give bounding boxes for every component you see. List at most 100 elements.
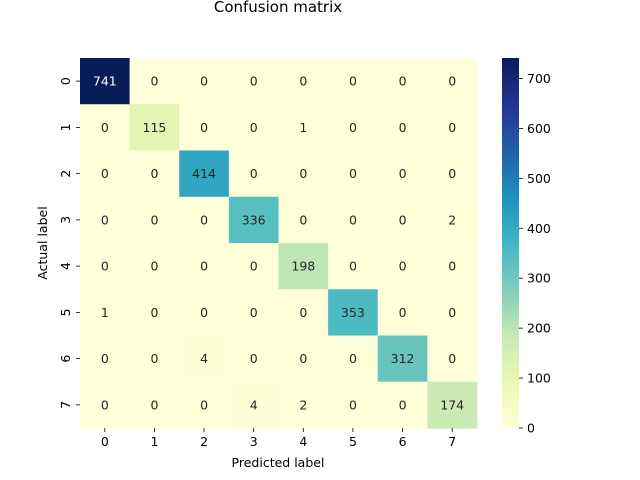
colorbar-tick-label: 100 — [527, 371, 551, 386]
cell-value-label: 0 — [200, 212, 208, 227]
heatmap-cell — [228, 289, 279, 336]
cell-value-label: 0 — [150, 166, 158, 181]
heatmap-cell — [278, 381, 329, 429]
cell-value-label: 0 — [399, 397, 407, 412]
cell-value-label: 0 — [349, 259, 357, 274]
heatmap-cell — [427, 104, 478, 151]
y-tick-label: 6 — [58, 355, 73, 363]
y-axis-label: Actual label — [35, 206, 50, 279]
cell-value-label: 0 — [349, 397, 357, 412]
heatmap-cell — [179, 289, 230, 336]
heatmap-cell — [377, 150, 428, 198]
cell-value-label: 0 — [250, 74, 258, 89]
y-axis: 0 1 2 3 4 5 6 7 — [58, 77, 80, 409]
heatmap-cell — [278, 104, 329, 151]
heatmap-cell — [427, 150, 478, 198]
heatmap-cell — [129, 196, 180, 244]
heatmap-cell — [80, 243, 131, 290]
cell-value-label: 2 — [299, 397, 307, 412]
chart-title: Confusion matrix — [214, 0, 342, 16]
heatmap-cell — [129, 150, 180, 198]
heatmap-cell — [328, 150, 379, 198]
colorbar-tick-label: 400 — [527, 221, 551, 236]
heatmap-cell — [129, 381, 180, 429]
cell-value-label: 353 — [341, 305, 365, 320]
colorbar-tick-label: 500 — [527, 171, 551, 186]
cell-value-label: 414 — [192, 166, 216, 181]
cell-value-label: 0 — [299, 74, 307, 89]
x-tick-label: 7 — [448, 434, 456, 449]
cell-value-label: 0 — [250, 351, 258, 366]
x-tick-label: 4 — [299, 434, 307, 449]
heatmap-cell — [278, 289, 329, 336]
cell-value-label: 198 — [291, 259, 315, 274]
heatmap-cell — [228, 243, 279, 290]
heatmap-cell — [328, 289, 379, 336]
cell-value-label: 0 — [448, 166, 456, 181]
cell-value-label: 0 — [448, 259, 456, 274]
heatmap-cell — [377, 381, 428, 429]
heatmap-cell — [328, 104, 379, 151]
heatmap-cell — [228, 150, 279, 198]
heatmap-cell — [328, 196, 379, 244]
cell-value-label: 0 — [448, 74, 456, 89]
heatmap-cell — [80, 289, 131, 336]
heatmap-cell — [427, 289, 478, 336]
cell-value-label: 0 — [150, 74, 158, 89]
cell-value-label: 0 — [399, 259, 407, 274]
cell-value-label: 0 — [399, 305, 407, 320]
heatmap-cell — [377, 196, 428, 244]
x-tick-label: 2 — [200, 434, 208, 449]
heatmap-cell — [129, 104, 180, 151]
heatmap-cell — [427, 243, 478, 290]
x-tick-label: 0 — [101, 434, 109, 449]
cell-value-label: 0 — [200, 259, 208, 274]
heatmap-cell — [228, 196, 279, 244]
x-axis: 0 1 2 3 4 5 6 7 — [101, 428, 456, 449]
cell-value-label: 0 — [250, 305, 258, 320]
cell-value-label: 174 — [440, 397, 464, 412]
heatmap-cell — [179, 335, 230, 383]
cell-value-label: 0 — [150, 305, 158, 320]
cell-value-label: 115 — [143, 120, 167, 135]
y-tick-label: 7 — [58, 401, 73, 409]
heatmap-cell — [278, 335, 329, 383]
heatmap-cell — [427, 196, 478, 244]
heatmap-cell — [228, 335, 279, 383]
cell-value-label: 0 — [399, 74, 407, 89]
heatmap-cell — [179, 196, 230, 244]
colorbar-tick-label: 0 — [527, 421, 535, 436]
cell-value-label: 0 — [448, 305, 456, 320]
heatmap-cell — [328, 335, 379, 383]
cell-value-label: 0 — [101, 120, 109, 135]
heatmap-cell — [328, 381, 379, 429]
heatmap-cell — [129, 289, 180, 336]
cell-value-label: 0 — [150, 259, 158, 274]
heatmap-cell — [179, 104, 230, 151]
heatmap-cell — [278, 243, 329, 290]
cell-value-label: 0 — [200, 74, 208, 89]
cell-value-label: 0 — [299, 212, 307, 227]
heatmap-cell — [80, 150, 131, 198]
colorbar-tick-label: 600 — [527, 121, 551, 136]
cell-value-label: 0 — [150, 212, 158, 227]
cell-value-label: 0 — [250, 120, 258, 135]
cell-value-label: 0 — [299, 166, 307, 181]
cell-value-label: 0 — [349, 166, 357, 181]
heatmap-cell — [427, 58, 478, 105]
heatmap-cell — [129, 335, 180, 383]
heatmap-cell — [377, 58, 428, 105]
y-tick-label: 5 — [58, 308, 73, 316]
x-tick-label: 3 — [250, 434, 258, 449]
heatmap-cell — [179, 58, 230, 105]
cell-value-label: 741 — [93, 74, 117, 89]
cell-value-label: 312 — [391, 351, 415, 366]
cell-value-label: 4 — [250, 397, 258, 412]
heatmap-cell — [80, 196, 131, 244]
cell-value-label: 0 — [250, 259, 258, 274]
cell-value-label: 0 — [101, 166, 109, 181]
heatmap-cell — [179, 243, 230, 290]
heatmap-cell — [278, 196, 329, 244]
colorbar-tick-label: 300 — [527, 271, 551, 286]
cell-value-label: 0 — [250, 166, 258, 181]
